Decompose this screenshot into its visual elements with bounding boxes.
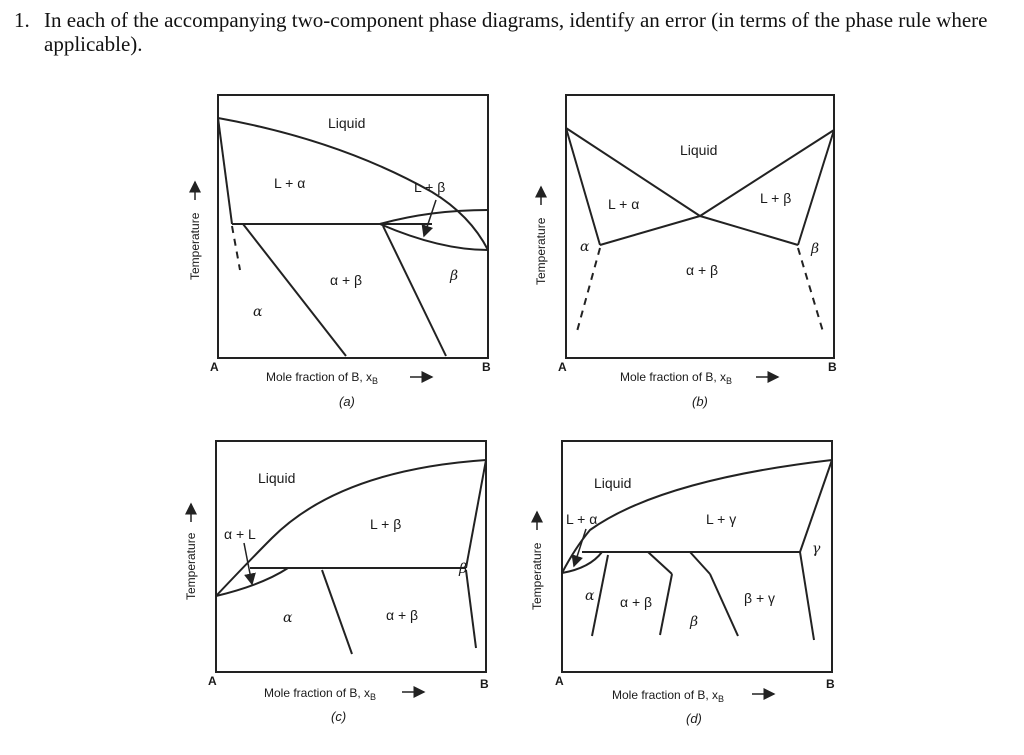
diagram-b-alpha-label: α: [580, 239, 590, 255]
diagram-d-gamma-label: γ: [812, 541, 821, 557]
diagram-b-caption: (b): [692, 394, 708, 409]
diagram-d-b-label: B: [826, 677, 835, 691]
diagram-c-beta-label: β: [458, 561, 467, 577]
diagram-a-pointer: [421, 199, 437, 238]
diagram-d-beta-right-top: [689, 551, 711, 575]
question-text: In each of the accompanying two-componen…: [44, 8, 988, 56]
diagram-a-xlabel: Mole fraction of B, xB: [266, 370, 378, 386]
diagram-a: Liquid L + α L + β α + β β α A B Mole fr…: [188, 94, 491, 409]
diagram-a-frame: [217, 94, 489, 359]
diagram-a-alpha-beta-label: α + β: [330, 272, 362, 288]
diagram-d-ylabel: Temperature: [530, 542, 544, 610]
diagram-d-liquid-label: Liquid: [594, 475, 631, 491]
diagram-c-a-label: A: [208, 674, 217, 688]
diagram-d-beta-gamma-label: β + γ: [744, 590, 775, 606]
diagram-b-beta-label: β: [810, 241, 819, 257]
diagram-d-caption: (d): [686, 711, 702, 726]
diagram-c-alpha-beta-label: α + β: [386, 607, 418, 623]
diagram-b-liquidus-left: [565, 127, 701, 217]
diagram-d-l-gamma-label: L + γ: [706, 511, 736, 527]
diagram-b-l-beta-label: L + β: [760, 190, 791, 206]
diagram-b-alpha-dashed: [575, 247, 601, 336]
diagram-a-b-label: B: [482, 360, 491, 374]
diagram-c-b-label: B: [480, 677, 489, 691]
diagram-a-l-alpha-label: L + α: [274, 175, 305, 191]
diagram-c-l-beta-label: L + β: [370, 516, 401, 532]
diagram-c-beta-line: [465, 459, 487, 569]
diagram-b: Liquid L + α L + β α + β α β A B Mole fr…: [534, 94, 837, 409]
diagram-b-line-left: [599, 215, 701, 246]
diagram-a-alpha-label: α: [253, 304, 263, 320]
diagram-b-ylabel: Temperature: [534, 217, 548, 285]
diagram-c-xlabel: Mole fraction of B, xB: [264, 686, 376, 702]
diagram-c-pointer: [243, 542, 256, 586]
diagram-d-pointer: [571, 528, 587, 568]
diagram-d-beta-left: [659, 573, 673, 636]
diagram-b-a-label: A: [558, 360, 567, 374]
diagram-d-beta-right: [709, 573, 739, 637]
diagram-a-liquidus: [217, 117, 489, 251]
question-number: 1.: [14, 8, 30, 32]
diagram-c-ylabel: Temperature: [184, 532, 198, 600]
diagram-a-liquid-label: Liquid: [328, 115, 365, 131]
diagram-a-a-label: A: [210, 360, 219, 374]
diagram-a-solvus-right: [382, 225, 447, 357]
diagram-c-liquid-label: Liquid: [258, 470, 295, 486]
diagram-b-solidus-right: [797, 129, 835, 246]
diagram-a-beta-curve-upper: [379, 209, 489, 225]
diagram-b-frame: [565, 94, 835, 359]
diagram-d-xlabel: Mole fraction of B, xB: [612, 688, 724, 704]
diagram-c-solidus: [215, 567, 289, 597]
diagram-d-beta-label: β: [689, 614, 698, 630]
diagram-a-alpha-dashed: [231, 225, 241, 271]
diagram-a-beta-curve-lower: [379, 223, 489, 251]
diagram-a-l-beta-label: L + β: [414, 179, 445, 195]
diagram-d-frame: [561, 440, 833, 673]
diagram-b-alpha-beta-label: α + β: [686, 262, 718, 278]
diagram-b-beta-dashed: [797, 247, 825, 336]
diagram-b-b-label: B: [828, 360, 837, 374]
diagram-d-alpha-label: α: [585, 588, 595, 604]
diagram-a-ylabel: Temperature: [188, 212, 202, 280]
diagram-b-l-alpha-label: L + α: [608, 196, 639, 212]
diagram-b-xlabel: Mole fraction of B, xB: [620, 370, 732, 386]
diagram-d-solidus-left: [561, 551, 603, 574]
diagram-a-solvus-left: [242, 223, 347, 357]
diagram-d-liquidus: [561, 459, 833, 574]
diagram-b-liquidus-right: [699, 129, 835, 217]
diagram-a-caption: (a): [339, 394, 355, 409]
diagram-b-line-right: [699, 215, 799, 246]
diagram-b-solidus-left: [565, 127, 601, 246]
diagram-d-alpha-beta-label: α + β: [620, 594, 652, 610]
diagram-c-caption: (c): [331, 709, 346, 724]
diagram-d-gamma-line: [799, 459, 833, 553]
diagram-c-beta-solvus: [465, 569, 477, 649]
diagram-a-beta-label: β: [449, 268, 458, 284]
diagram-d-a-label: A: [555, 674, 564, 688]
diagram-b-liquid-label: Liquid: [680, 142, 717, 158]
diagram-d: Liquid L + α L + γ γ α α + β β β + γ A B…: [530, 440, 835, 726]
diagram-d-l-alpha-label: L + α: [566, 511, 597, 527]
diagram-d-beta-left-top: [647, 551, 673, 575]
diagram-c-liquidus: [215, 459, 487, 597]
diagram-c-frame: [215, 440, 487, 673]
diagram-c-alpha-label: α: [283, 610, 293, 626]
diagram-c-alpha-l-label: α + L: [224, 526, 256, 542]
diagram-a-alpha-solidus: [217, 117, 233, 225]
diagram-d-alpha-solvus: [591, 554, 609, 637]
diagram-d-gamma-solvus: [799, 551, 815, 641]
diagram-c-alpha-solvus: [321, 569, 353, 655]
diagram-c: Liquid α + L L + β β α α + β A B Mole fr…: [184, 440, 489, 724]
